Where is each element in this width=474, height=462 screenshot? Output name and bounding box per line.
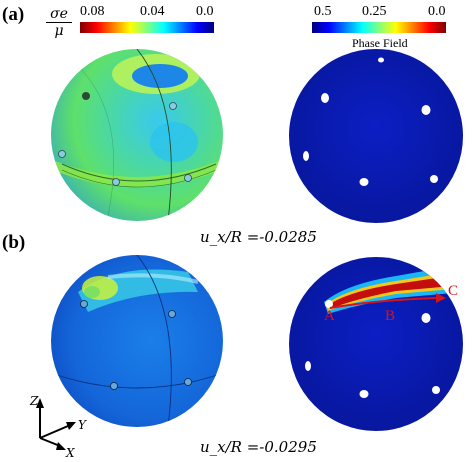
phase-colorbar-title: Phase Field (352, 36, 408, 50)
sphere-a-phase-field (289, 49, 463, 223)
crack-path-arrow (329, 297, 437, 309)
phase-tick-1: 0.25 (362, 4, 387, 19)
stress-symbol-numerator: σe (46, 6, 72, 23)
crack-point-b: B (385, 308, 396, 324)
crack-point-c: C (448, 283, 459, 299)
axes-triad (36, 398, 76, 450)
sphere-b-phase-field (289, 257, 463, 431)
panel-label-a: (a) (2, 4, 25, 25)
caption-a: u_x/R =-0.0285 (200, 228, 317, 246)
stress-tick-2: 0.0 (196, 4, 214, 19)
axis-z-label: Z (30, 394, 39, 408)
sphere-a-stress (51, 49, 223, 221)
axis-x-label: X (66, 446, 75, 460)
phase-colorbar (312, 22, 446, 33)
caption-b: u_x/R =-0.0295 (200, 438, 317, 456)
phase-tick-2: 0.0 (428, 4, 446, 19)
stress-tick-1: 0.04 (140, 4, 165, 19)
stress-tick-0: 0.08 (80, 4, 105, 19)
stress-symbol-denominator: μ (54, 23, 64, 39)
sphere-b-stress (51, 255, 223, 427)
stress-colorbar-symbol: σe μ (46, 6, 72, 39)
stress-colorbar (80, 22, 214, 33)
crack-point-a: A (324, 308, 335, 324)
axis-y-label: Y (78, 418, 86, 432)
crack-band-core (328, 274, 463, 309)
phase-tick-0: 0.5 (314, 4, 332, 19)
crack-path-arrowhead (436, 293, 446, 303)
panel-label-b: (b) (2, 232, 26, 253)
